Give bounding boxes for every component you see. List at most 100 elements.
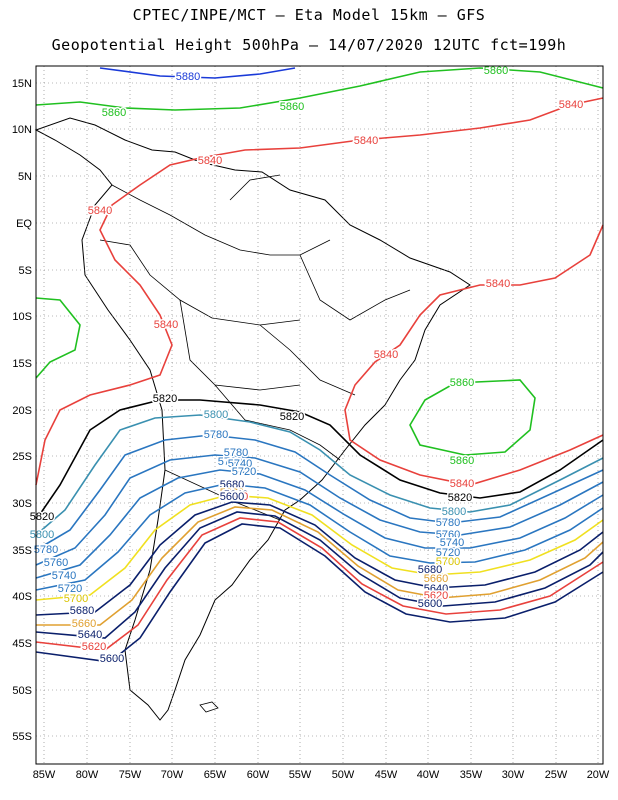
contour-5800 [35,414,604,536]
graticule-grid [36,66,603,764]
longitude-label: 75W [119,769,142,781]
falkland-islands [199,701,219,713]
latitude-label: 10S [12,311,32,323]
contour-value-label: 5820 [30,511,54,523]
longitude-label: 60W [247,769,270,781]
contour-5720 [35,483,604,591]
contour-value-label: 5600 [100,653,124,665]
contour-value-label: 5760 [44,557,68,569]
contour-value-label: 5680 [418,564,442,576]
contour-value-label: 5840 [450,478,474,490]
contour-5860 [35,67,604,111]
contour-value-label: 5840 [198,155,222,167]
contour-value-label: 5640 [424,583,448,595]
contour-value-label: 5760 [436,529,460,541]
longitude-label: 65W [204,769,227,781]
contour-value-label: 5840 [354,135,378,147]
contour-value-label: 5600 [418,598,442,610]
contour-value-label: 5780 [436,517,460,529]
contour-value-label: 5620 [82,641,106,653]
contour-value-label: 5660 [220,487,244,499]
title-line-1: CPTEC/INPE/MCT – Eta Model 15km – GFS [132,6,486,24]
contour-value-label: 5720 [436,547,460,559]
latitude-label: 15N [12,78,32,90]
longitude-label: 80W [76,769,99,781]
contour-value-label: 5780 [224,447,248,459]
contour-value-label: 5860 [450,455,474,467]
longitude-label: 55W [289,769,312,781]
contour-value-label: 5660 [72,618,96,630]
contour-value-label: 5620 [424,590,448,602]
latitude-label: 55S [12,731,32,743]
contour-5780 [35,434,604,551]
contour-5660 [36,506,604,626]
contour-value-label: 5860 [280,101,304,113]
longitude-label: 20W [587,769,610,781]
latitude-label: EQ [16,218,32,230]
contour-value-label: 5820 [280,411,304,423]
contour-value-label: 5840 [559,99,583,111]
contour-value-label: 5800 [30,529,54,541]
longitude-label: 70W [161,769,184,781]
contour-value-label: 5700 [220,479,244,491]
map-frame [35,65,604,765]
latitude-label: 40S [12,591,32,603]
title-line-2: Geopotential Height 500hPa – 14/07/2020 … [51,36,567,54]
contour-5820 [35,399,604,521]
longitude-label: 50W [332,769,355,781]
contour-value-label: 5740 [228,458,252,470]
latitude-label: 30S [12,498,32,510]
longitude-label: 45W [375,769,398,781]
contour-value-label: 5660 [424,573,448,585]
contour-5760 [35,454,604,566]
contour-value-label: 5840 [154,319,178,331]
contour-5840 [35,97,604,486]
contour-5600 [35,523,604,663]
contour-value-label: 5640 [78,629,102,641]
contour-5640 [35,511,604,639]
contour-value-label: 5620 [224,491,248,503]
landmass-south-america [34,117,471,721]
contour-5740 [35,469,604,579]
contour-value-label: 5800 [204,409,228,421]
contour-value-label: 5700 [64,593,88,605]
latitude-label: 10N [12,124,32,136]
latitude-label: 15S [12,358,32,370]
contour-5860-south-atlantic [409,379,536,456]
contour-labels: 5880 5860 5860 5860 5860 5860 5840 5840 5840 5840… [28,64,584,667]
contour-value-label: 5860 [450,377,474,389]
longitude-label: 40W [417,769,440,781]
contour-value-label: 5680 [70,605,94,617]
latitude-axis: 15N 10N 5N EQ 5S 10S 15S 20S 25S 30S 35S 40S 45S 50S 5… [12,78,33,743]
contour-5700 [35,494,604,601]
contour-5620 [35,517,604,651]
contour-value-label: 5840 [374,349,398,361]
contour-5840-east [344,224,604,486]
contour-value-label: 5860 [484,65,508,77]
contour-value-label: 5840 [88,205,112,217]
contour-value-label: 5740 [52,570,76,582]
contour-value-label: 5600 [220,491,244,503]
contour-value-label: 5640 [224,489,248,501]
latitude-label: 50S [12,685,32,697]
height-contours [35,67,604,663]
contour-value-label: 5740 [440,537,464,549]
contour-value-label: 5720 [58,583,82,595]
latitude-label: 5N [18,171,32,183]
contour-5680 [35,501,604,616]
contour-value-label: 5780 [204,429,228,441]
longitude-label: 35W [460,769,483,781]
contour-value-label: 5880 [176,71,200,83]
country-borders [99,174,411,521]
contour-value-label: 5700 [436,556,460,568]
latitude-label: 35S [12,545,32,557]
longitude-label: 85W [33,769,56,781]
contour-value-label: 5840 [486,278,510,290]
contour-value-label: 5760 [218,456,242,468]
contour-value-label: 5720 [232,466,256,478]
contour-value-label: 5820 [448,492,472,504]
latitude-label: 45S [12,638,32,650]
latitude-label: 5S [19,265,32,277]
contour-value-label: 5680 [220,479,244,491]
